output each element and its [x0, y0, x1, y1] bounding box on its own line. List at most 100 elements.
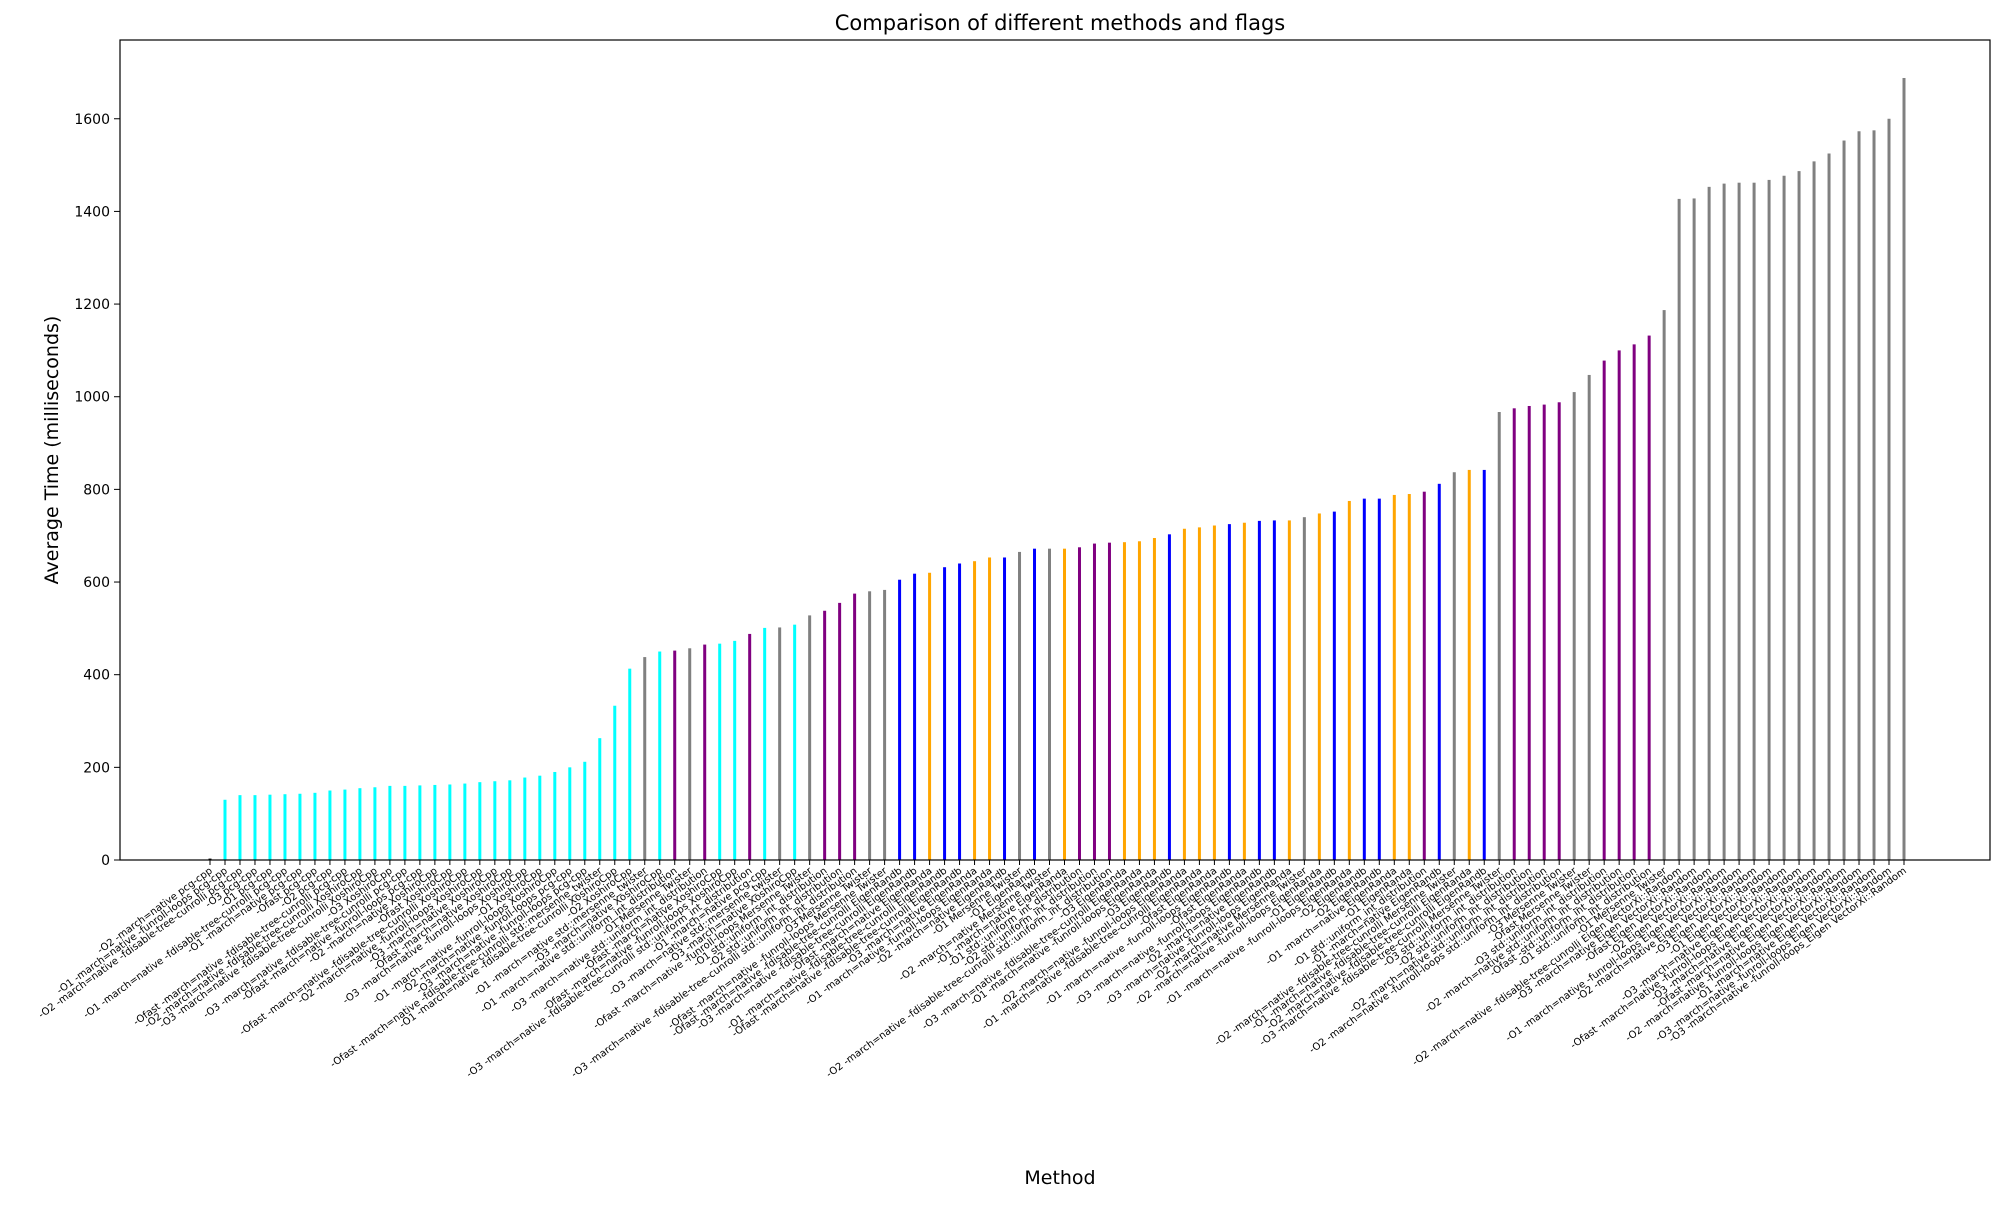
- bar: [418, 785, 422, 860]
- bar: [1767, 179, 1771, 860]
- bar: [1167, 534, 1171, 860]
- plot-frame: [119, 39, 1991, 861]
- bar: [1497, 412, 1501, 860]
- bar: [718, 643, 722, 860]
- bar: [298, 793, 302, 860]
- bar: [1242, 522, 1246, 860]
- bar: [1003, 557, 1007, 860]
- bar: [1197, 527, 1201, 860]
- bar: [673, 650, 677, 860]
- bar: [958, 563, 962, 860]
- bar: [1063, 548, 1066, 860]
- bar: [643, 657, 647, 860]
- bar: [1182, 528, 1186, 860]
- y-tick-label: 200: [83, 760, 110, 776]
- bar: [1752, 182, 1756, 860]
- bar: [763, 627, 767, 860]
- bar: [1647, 335, 1651, 860]
- bar: [463, 783, 467, 860]
- bar: [1467, 469, 1471, 860]
- bar: [1542, 404, 1546, 860]
- y-tick-label: 600: [83, 575, 110, 591]
- bar: [1632, 344, 1636, 860]
- y-tick-label: 1200: [74, 297, 110, 313]
- bar: [1557, 402, 1561, 860]
- bar: [1827, 153, 1831, 860]
- y-tick-label: 800: [83, 482, 110, 498]
- bar: [538, 775, 542, 860]
- bar: [1737, 182, 1741, 860]
- bar: [1287, 520, 1291, 860]
- bar: [1302, 517, 1306, 860]
- bar: [658, 651, 662, 860]
- bar: [1722, 183, 1726, 860]
- bar: [508, 780, 512, 860]
- bar: [868, 591, 872, 860]
- bar: [973, 561, 977, 860]
- bar: [1887, 118, 1891, 860]
- bar: [283, 794, 287, 860]
- y-tick-label: 400: [83, 668, 110, 684]
- y-tick-label: 1000: [74, 390, 110, 406]
- bar: [493, 781, 497, 860]
- bar: [1587, 374, 1591, 860]
- bar: [433, 784, 437, 860]
- bar: [1377, 498, 1381, 860]
- bar: [1107, 542, 1111, 860]
- y-axis: 0 200 400 600 800 1000 1200 1400 1600: [74, 112, 120, 869]
- bar: [253, 795, 257, 860]
- x-tick-labels: -O2 -march=native pcg-cpp-O1 -march=nati…: [37, 860, 1909, 1080]
- bar: [1677, 198, 1681, 860]
- bar: [523, 777, 527, 860]
- bar: [1152, 538, 1156, 860]
- bar: [1407, 494, 1411, 860]
- bar: [223, 799, 227, 860]
- bar: [1048, 548, 1051, 860]
- bars: [208, 77, 1906, 861]
- bar: [1422, 491, 1426, 860]
- bar: [688, 648, 692, 860]
- bar: [1347, 500, 1351, 860]
- bar: [598, 738, 602, 860]
- bar: [898, 579, 902, 860]
- bar: [1362, 498, 1366, 860]
- bar: [1527, 405, 1531, 860]
- bar: [1812, 161, 1816, 860]
- bar: [568, 767, 572, 860]
- bar: [1482, 469, 1486, 860]
- y-tick-label: 1400: [74, 204, 110, 220]
- y-tick-label: 0: [101, 853, 110, 869]
- bar: [1077, 547, 1081, 860]
- bar: [1662, 310, 1666, 861]
- bar: [1227, 524, 1231, 860]
- bar: [1212, 525, 1216, 860]
- y-axis-label: Average Time (milliseconds): [41, 316, 63, 585]
- bar: [1122, 542, 1126, 860]
- bar: [403, 785, 407, 860]
- bar: [208, 858, 212, 860]
- bar: [1782, 175, 1786, 861]
- bar: [613, 705, 617, 860]
- bar: [1332, 511, 1336, 860]
- bar: [1872, 130, 1876, 861]
- bar: [373, 787, 377, 860]
- x-axis-label: Method: [1024, 1167, 1095, 1189]
- bar: [808, 615, 812, 860]
- bar: [1033, 548, 1037, 860]
- bar: [1392, 494, 1396, 860]
- bar: [343, 789, 347, 860]
- bar: [1857, 131, 1861, 860]
- bar: [553, 771, 557, 860]
- bar: [1512, 408, 1516, 860]
- bar: [913, 573, 917, 860]
- bar: [703, 644, 707, 860]
- bar: [388, 785, 392, 860]
- y-tick-label: 1600: [74, 112, 110, 128]
- bar: [1617, 350, 1621, 860]
- bar: [1137, 541, 1141, 860]
- bar: [238, 795, 242, 860]
- bar: [1797, 171, 1801, 861]
- bar: [268, 794, 272, 860]
- bar: [1707, 186, 1711, 861]
